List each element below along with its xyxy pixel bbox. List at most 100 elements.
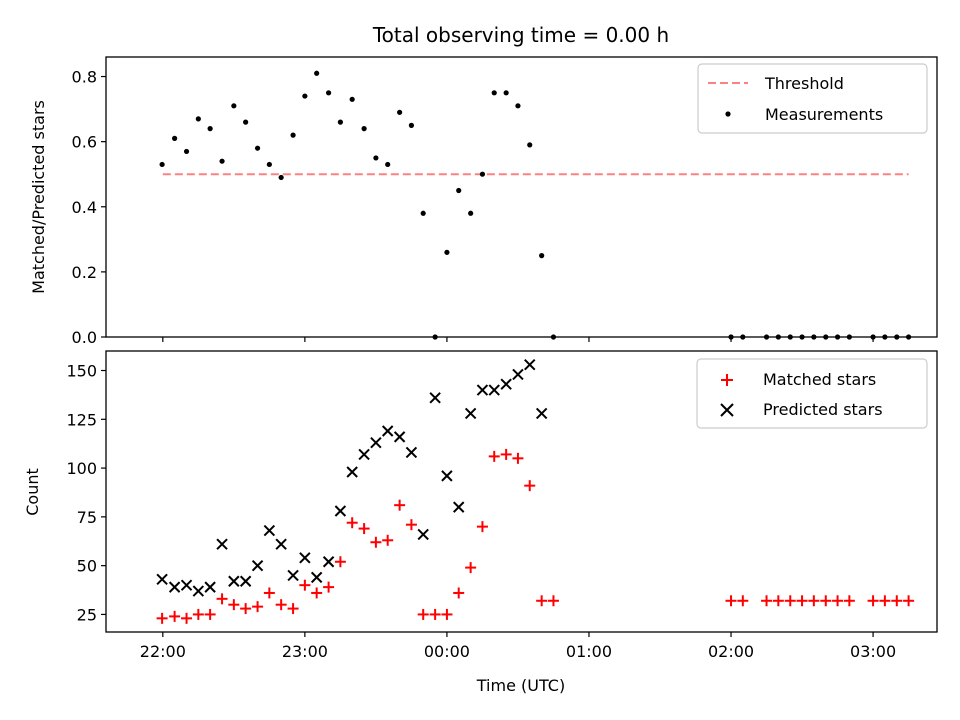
predicted-stars-point: [464, 407, 477, 420]
measurement-point: [456, 187, 462, 194]
measurement-point: [408, 122, 415, 128]
matched-stars-point: [476, 521, 488, 533]
bottom-x-axis: 22:00 23:00 00:00 01:00 02:00 03:00: [140, 632, 896, 661]
top-legend-box: [697, 63, 928, 134]
measurement-point: [314, 70, 320, 76]
measurement-point: [159, 161, 165, 168]
matched-stars-point: [796, 595, 808, 607]
legend-measurements-label: Measurements: [765, 105, 883, 124]
matched-stars-point: [275, 599, 287, 611]
predicted-stars-point: [346, 466, 358, 478]
measurement-point: [420, 210, 426, 216]
predicted-stars-point: [488, 384, 500, 396]
matched-stars-point: [263, 587, 275, 599]
measurement-point: [846, 334, 852, 340]
measurement-point: [515, 103, 521, 109]
measurement-point: [787, 334, 793, 340]
predicted-stars-point: [358, 448, 370, 461]
measurement-point: [823, 334, 829, 340]
x-tick-label: 01:00: [566, 642, 612, 661]
top-plot-frame: [105, 56, 938, 338]
matched-stars-point: [453, 587, 465, 599]
top-plot-area: [159, 70, 912, 340]
measurement-point: [325, 90, 332, 96]
matched-stars-point: [334, 556, 346, 568]
predicted-stars-point: [429, 392, 441, 404]
matched-stars-point: [252, 601, 264, 613]
measurement-point: [195, 116, 201, 122]
bottom-legend: Matched stars Predicted stars: [696, 358, 928, 429]
measurement-point: [361, 126, 367, 132]
x-axis-label: Time (UTC): [476, 676, 565, 695]
measurement-point: [728, 334, 734, 340]
top-subplot: 0.00.20.40.60.8 Matched/Predicted stars …: [29, 56, 938, 347]
measurement-point: [385, 161, 391, 168]
predicted-stars-point: [441, 470, 453, 482]
predicted-stars-point: [476, 384, 489, 396]
measurement-point: [503, 90, 509, 96]
measurement-point: [539, 253, 545, 259]
measurement-point: [811, 334, 817, 340]
x-tick-label: 23:00: [282, 642, 328, 661]
predicted-stars-point: [322, 556, 335, 568]
matched-stars-point: [772, 595, 784, 607]
matched-stars-point: [311, 587, 323, 599]
measurement-point: [468, 210, 474, 216]
bottom-y-tick-label: 100: [66, 459, 97, 478]
measurement-point: [207, 126, 213, 132]
matched-stars-point: [181, 612, 193, 624]
bottom-y-tick-label: 75: [77, 508, 97, 527]
matched-stars-point: [156, 612, 168, 624]
measurement-point: [834, 334, 841, 340]
measurement-point: [527, 142, 533, 148]
predicted-stars-point: [156, 573, 168, 586]
matched-stars-point: [761, 595, 773, 607]
matched-stars-point: [346, 517, 358, 529]
measurement-point: [799, 334, 805, 340]
measurement-point: [550, 334, 557, 340]
legend-threshold-label: Threshold: [764, 74, 844, 93]
matched-stars-point: [725, 595, 737, 607]
matched-stars-point: [204, 608, 216, 620]
matched-stars-point: [808, 595, 820, 607]
measurement-point: [740, 334, 746, 340]
matched-stars-point: [192, 608, 204, 620]
predicted-stars-point: [453, 501, 465, 513]
matched-stars-point: [820, 595, 832, 607]
measurement-point: [302, 93, 308, 99]
predicted-stars-point: [228, 575, 240, 587]
predicted-stars-point: [192, 585, 205, 597]
measurement-point: [775, 334, 781, 340]
predicted-stars-point: [310, 571, 323, 584]
measurement-point: [183, 148, 190, 155]
measurement-point: [397, 109, 403, 115]
measurement-point: [491, 90, 497, 96]
legend-measurements-swatch: [725, 111, 731, 117]
predicted-stars-point: [370, 437, 382, 449]
chart-title: Total observing time = 0.00 h: [372, 23, 669, 47]
measurement-point: [254, 145, 261, 151]
x-tick-label: 02:00: [708, 642, 754, 661]
measurement-point: [373, 155, 379, 161]
predicted-stars-point: [381, 425, 394, 437]
measurement-point: [219, 158, 225, 164]
matched-stars-point: [843, 595, 855, 607]
matched-stars-point: [216, 593, 228, 605]
predicted-stars-point: [393, 431, 406, 443]
predicted-stars-point: [512, 368, 524, 381]
matched-stars-point: [429, 608, 441, 620]
matched-stars-point: [228, 599, 240, 611]
measurement-point: [290, 132, 296, 138]
matched-stars-point: [169, 610, 181, 622]
measurement-point: [894, 334, 900, 340]
measurement-point: [243, 119, 249, 125]
matched-stars-point: [465, 562, 477, 574]
top-y-tick-label: 0.2: [72, 263, 97, 282]
predicted-stars-point: [275, 538, 287, 550]
matched-stars-point: [370, 536, 382, 548]
bottom-y-axis-label: Count: [23, 468, 42, 516]
matched-stars-point: [358, 523, 370, 535]
measurement-point: [172, 135, 178, 141]
matched-stars-point: [405, 519, 417, 531]
predicted-stars-point: [168, 581, 181, 593]
